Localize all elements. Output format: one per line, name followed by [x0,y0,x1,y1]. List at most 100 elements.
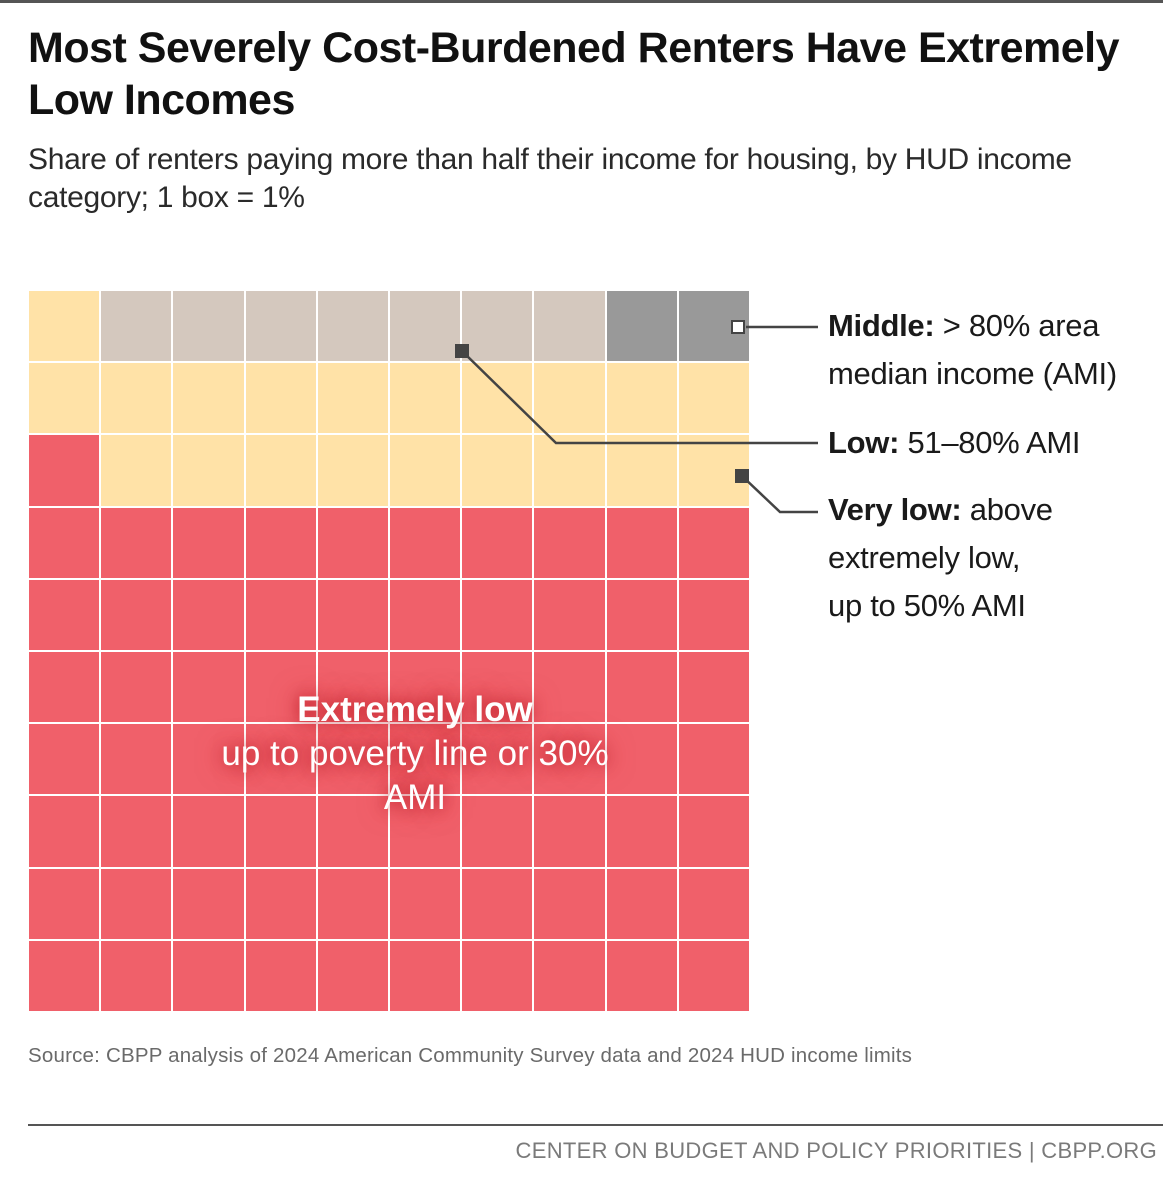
waffle-box-extremely-low [605,723,678,796]
waffle-box-extremely-low [677,795,750,868]
waffle-box-extremely-low [605,506,678,579]
waffle-box-very-low [389,362,462,435]
source-note: Source: CBPP analysis of 2024 American C… [28,1044,913,1067]
legend-middle-desc-1: > 80% area [942,308,1100,343]
waffle-box-extremely-low [677,578,750,651]
waffle-box-extremely-low [677,723,750,796]
waffle-box-extremely-low [389,795,462,868]
waffle-box-very-low [605,434,678,507]
waffle-box-very-low [28,362,101,435]
legend-very-low-desc-3: up to 50% AMI [828,588,1026,623]
legend-middle-name: Middle: [828,308,935,343]
legend-very-low-desc-1: above [969,492,1053,527]
waffle-box-extremely-low [172,651,245,724]
waffle-box-low [316,290,389,363]
waffle-grid [28,290,750,1012]
waffle-box-extremely-low [389,939,462,1012]
legend-very-low-desc-2: extremely low, [828,540,1021,575]
waffle-box-extremely-low [533,723,606,796]
waffle-box-low [533,290,606,363]
waffle-box-extremely-low [533,578,606,651]
waffle-box-extremely-low [533,651,606,724]
waffle-box-extremely-low [533,506,606,579]
waffle-box-extremely-low [316,723,389,796]
leader-marker-low [455,344,469,358]
legend-low: Low: 51–80% AMI [828,419,1158,467]
legend-very-low: Very low: above extremely low, up to 50%… [828,486,1158,630]
waffle-box-very-low [28,290,101,363]
waffle-box-very-low [244,434,317,507]
waffle-box-extremely-low [100,795,173,868]
waffle-box-extremely-low [389,867,462,940]
waffle-box-extremely-low [461,939,534,1012]
waffle-box-extremely-low [244,723,317,796]
waffle-box-extremely-low [316,651,389,724]
waffle-box-very-low [461,362,534,435]
waffle-box-very-low [533,362,606,435]
waffle-box-very-low [172,434,245,507]
waffle-box-extremely-low [605,795,678,868]
waffle-box-extremely-low [28,723,101,796]
waffle-box-extremely-low [28,578,101,651]
waffle-box-extremely-low [316,867,389,940]
waffle-box-very-low [461,434,534,507]
waffle-box-extremely-low [389,506,462,579]
bottom-rule [28,1124,1163,1126]
legend-middle: Middle: > 80% area median income (AMI) [828,302,1158,398]
waffle-box-extremely-low [533,867,606,940]
waffle-box-very-low [100,362,173,435]
waffle-box-very-low [172,362,245,435]
waffle-box-extremely-low [389,578,462,651]
waffle-box-extremely-low [461,723,534,796]
waffle-box-extremely-low [244,939,317,1012]
waffle-box-very-low [533,434,606,507]
waffle-box-very-low [677,362,750,435]
waffle-box-extremely-low [100,506,173,579]
waffle-box-extremely-low [605,939,678,1012]
chart-title: Most Severely Cost-Burdened Renters Have… [28,24,1120,124]
leader-line-low [461,350,818,445]
footer-credit: CENTER ON BUDGET AND POLICY PRIORITIES |… [515,1138,1157,1163]
waffle-box-extremely-low [100,867,173,940]
waffle-box-extremely-low [172,867,245,940]
waffle-box-middle [605,290,678,363]
waffle-box-extremely-low [677,506,750,579]
waffle-box-extremely-low [605,578,678,651]
waffle-box-very-low [316,434,389,507]
waffle-box-extremely-low [461,506,534,579]
top-rule [0,0,1163,3]
waffle-box-extremely-low [172,578,245,651]
waffle-box-extremely-low [461,651,534,724]
waffle-box-extremely-low [28,651,101,724]
waffle-box-extremely-low [100,723,173,796]
waffle-box-extremely-low [605,651,678,724]
waffle-box-extremely-low [28,506,101,579]
waffle-box-extremely-low [28,939,101,1012]
waffle-box-low [100,290,173,363]
waffle-box-extremely-low [461,578,534,651]
leader-marker-middle [731,320,745,334]
chart-subtitle: Share of renters paying more than half t… [28,143,1072,214]
leader-marker-very-low [735,469,749,483]
extremely-low-description: up to poverty line or 30% AMI [221,734,609,817]
waffle-box-extremely-low [316,506,389,579]
waffle-box-extremely-low [677,867,750,940]
waffle-box-very-low [316,362,389,435]
waffle-box-extremely-low [172,506,245,579]
waffle-box-extremely-low [461,795,534,868]
waffle-box-low [461,290,534,363]
waffle-box-extremely-low [677,651,750,724]
waffle-box-low [172,290,245,363]
waffle-box-extremely-low [461,867,534,940]
waffle-box-extremely-low [172,795,245,868]
legend-low-name: Low: [828,425,900,460]
waffle-box-very-low [100,434,173,507]
waffle-box-extremely-low [28,434,101,507]
waffle-box-extremely-low [28,867,101,940]
waffle-box-extremely-low [316,795,389,868]
legend-low-desc-1: 51–80% AMI [907,425,1081,460]
waffle-box-extremely-low [533,939,606,1012]
waffle-box-extremely-low [100,939,173,1012]
waffle-box-extremely-low [533,795,606,868]
